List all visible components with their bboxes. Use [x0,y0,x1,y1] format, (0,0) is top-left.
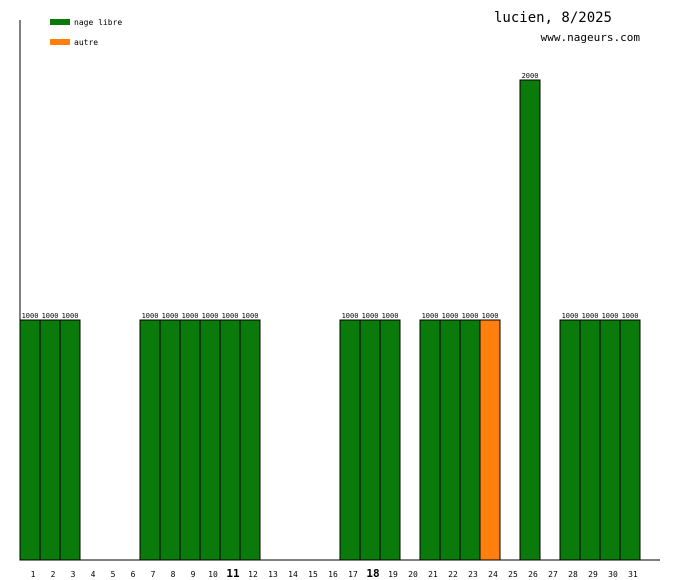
value-label-day-29: 1000 [582,312,599,320]
bar-day-17 [339,319,361,561]
legend: nage libre autre [50,17,122,57]
value-label-day-23: 1000 [462,312,479,320]
x-tick-label-12: 12 [248,570,258,579]
bar-day-22 [439,319,461,561]
x-tick-label-21: 21 [428,570,438,579]
value-label-day-17: 1000 [342,312,359,320]
value-label-day-8: 1000 [162,312,179,320]
legend-item-nage-libre: nage libre [50,17,122,27]
legend-item-autre: autre [50,37,122,47]
bar-day-7 [139,319,161,561]
x-tick-label-31: 31 [628,570,638,579]
value-label-day-28: 1000 [562,312,579,320]
x-tick-label-8: 8 [171,570,176,579]
x-tick-label-11: 11 [226,567,240,580]
bar-day-24 [479,319,501,561]
x-tick-label-4: 4 [91,570,96,579]
chart-title: lucien, 8/2025 [493,10,612,26]
bar-day-8 [159,319,181,561]
x-tick-label-19: 19 [388,570,398,579]
x-tick-label-7: 7 [151,570,156,579]
value-label-day-11: 1000 [222,312,239,320]
legend-label-nage-libre: nage libre [74,17,123,27]
value-label-day-22: 1000 [442,312,459,320]
legend-swatch-autre [50,39,70,45]
bar-day-29 [579,319,601,561]
value-label-day-2: 1000 [42,312,59,320]
bar-day-3 [59,319,81,561]
value-label-day-31: 1000 [622,312,639,320]
value-label-day-24: 1000 [482,312,499,320]
x-tick-label-2: 2 [51,570,56,579]
x-tick-label-17: 17 [348,570,358,579]
x-tick-label-16: 16 [328,570,338,579]
bar-day-11 [219,319,241,561]
x-tick-label-30: 30 [608,570,618,579]
bar-day-12 [239,319,261,561]
x-tick-label-15: 15 [308,570,318,579]
x-tick-label-23: 23 [468,570,478,579]
x-tick-label-18: 18 [366,567,379,580]
value-label-day-30: 1000 [602,312,619,320]
x-tick-label-6: 6 [131,570,136,579]
x-tick-label-28: 28 [568,570,578,579]
x-tick-label-1: 1 [31,570,36,579]
x-tick-label-13: 13 [268,570,278,579]
bar-day-26 [519,79,541,561]
bar-day-9 [179,319,201,561]
x-tick-label-29: 29 [588,570,598,579]
value-label-day-26: 2000 [522,72,539,80]
x-tick-label-9: 9 [191,570,196,579]
bar-day-28 [559,319,581,561]
bar-day-18 [359,319,381,561]
legend-label-autre: autre [74,37,99,47]
x-tick-label-20: 20 [408,570,418,579]
bar-day-31 [619,319,641,561]
bar-day-2 [39,319,61,561]
x-tick-label-22: 22 [448,570,458,579]
value-label-day-21: 1000 [422,312,439,320]
value-label-day-1: 1000 [22,312,39,320]
x-tick-label-27: 27 [548,570,558,579]
bar-day-23 [459,319,481,561]
x-tick-label-24: 24 [488,570,498,579]
value-label-day-18: 1000 [362,312,379,320]
x-tick-label-26: 26 [528,570,538,579]
site-url: www.nageurs.com [540,31,640,44]
value-label-day-10: 1000 [202,312,219,320]
x-tick-label-3: 3 [71,570,76,579]
bar-day-21 [419,319,441,561]
value-label-day-3: 1000 [62,312,79,320]
bar-day-10 [199,319,221,561]
value-label-day-12: 1000 [242,312,259,320]
x-tick-label-5: 5 [111,570,116,579]
value-label-day-19: 1000 [382,312,399,320]
bar-day-30 [599,319,621,561]
value-label-day-7: 1000 [142,312,159,320]
legend-swatch-nage-libre [50,19,70,25]
x-tick-label-25: 25 [508,570,518,579]
x-tick-label-14: 14 [288,570,298,579]
x-tick-label-10: 10 [208,570,218,579]
bar-day-1 [19,319,41,561]
bar-day-19 [379,319,401,561]
value-label-day-9: 1000 [182,312,199,320]
